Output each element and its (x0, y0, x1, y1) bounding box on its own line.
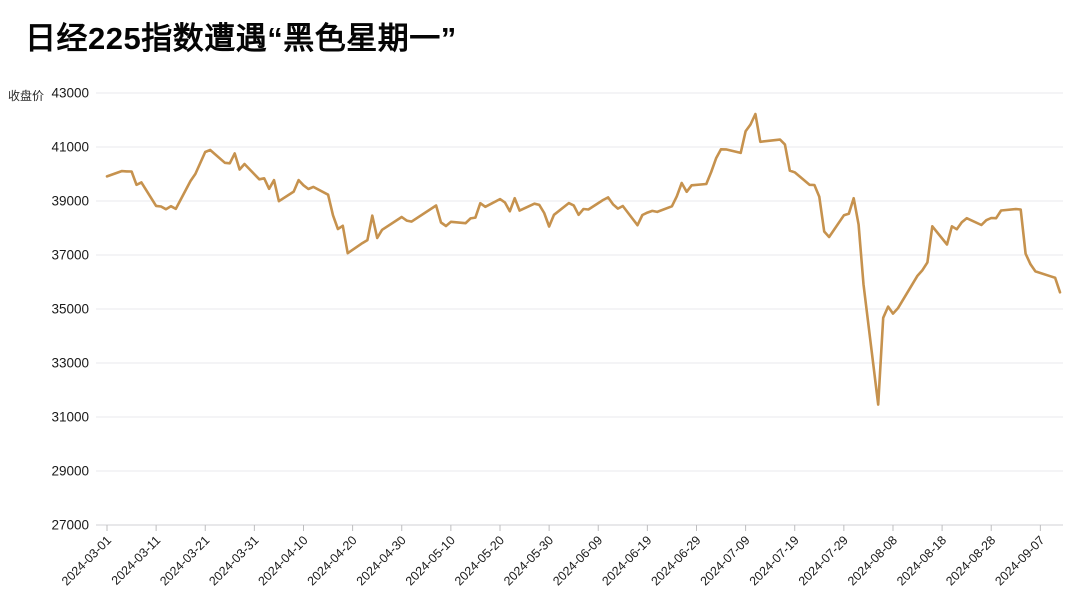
x-tick-label: 2024-07-19 (747, 533, 802, 588)
y-tick-label: 43000 (51, 86, 89, 101)
y-tick-label: 31000 (51, 410, 89, 425)
y-axis-label: 收盘价 (8, 89, 45, 103)
x-tick-label: 2024-05-20 (452, 533, 507, 588)
x-tick-label: 2024-03-21 (157, 533, 212, 588)
x-tick-label: 2024-07-29 (796, 533, 851, 588)
x-tick-label: 2024-04-20 (305, 533, 360, 588)
x-tick-label: 2024-06-29 (648, 533, 703, 588)
y-tick-label: 33000 (51, 356, 89, 371)
y-tick-label: 29000 (51, 464, 89, 479)
x-tick-label: 2024-08-18 (894, 533, 949, 588)
y-tick-label: 35000 (51, 302, 89, 317)
y-tick-label: 41000 (51, 140, 89, 155)
x-tick-label: 2024-04-30 (354, 533, 409, 588)
x-tick-label: 2024-03-01 (59, 533, 114, 588)
closing-price-line (105, 112, 1062, 406)
x-tick-label: 2024-09-07 (992, 533, 1047, 588)
x-tick-label: 2024-03-31 (206, 533, 261, 588)
x-tick-label: 2024-05-30 (501, 533, 556, 588)
y-tick-label: 27000 (51, 518, 89, 533)
x-tick-label: 2024-08-28 (943, 533, 998, 588)
y-tick-label: 39000 (51, 194, 89, 209)
x-tick-label: 2024-04-10 (255, 533, 310, 588)
x-tick-label: 2024-03-11 (109, 533, 163, 587)
x-tick-label: 2024-07-09 (698, 533, 753, 588)
x-tick-label: 2024-06-19 (599, 533, 654, 588)
y-tick-label: 37000 (51, 248, 89, 263)
chart-title: 日经225指数遭遇“黑色星期一” (25, 21, 457, 56)
x-tick-label: 2024-06-09 (550, 533, 605, 588)
x-tick-label: 2024-05-10 (403, 533, 458, 588)
x-tick-label: 2024-08-08 (845, 533, 900, 588)
